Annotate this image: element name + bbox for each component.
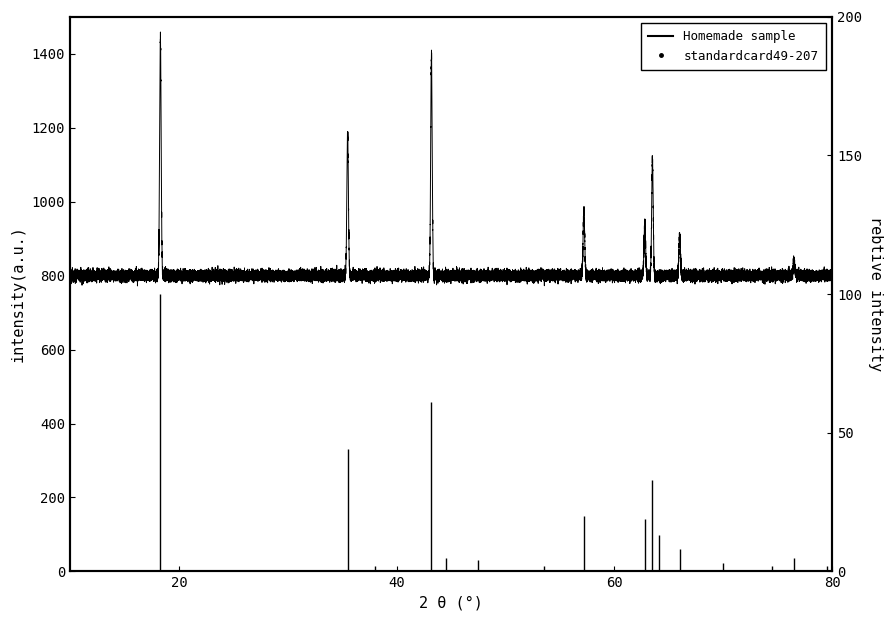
Homemade sample [231,270,241,277]
Homemade sample [464,272,475,279]
Y-axis label: intensity(a.u.): intensity(a.u.) [11,226,26,363]
Homemade sample [827,270,838,277]
Homemade sample [292,271,303,278]
Line: Homemade sample: Homemade sample [70,32,832,286]
Homemade sample [155,28,165,35]
Homemade sample [132,282,143,290]
Y-axis label: rebtive intensity: rebtive intensity [868,216,883,371]
Homemade sample [64,271,75,278]
Homemade sample [459,274,469,281]
X-axis label: 2 θ (°): 2 θ (°) [419,596,483,611]
Legend: Homemade sample, standardcard49-207: Homemade sample, standardcard49-207 [641,23,826,70]
Homemade sample [77,272,88,279]
Homemade sample [291,273,302,281]
